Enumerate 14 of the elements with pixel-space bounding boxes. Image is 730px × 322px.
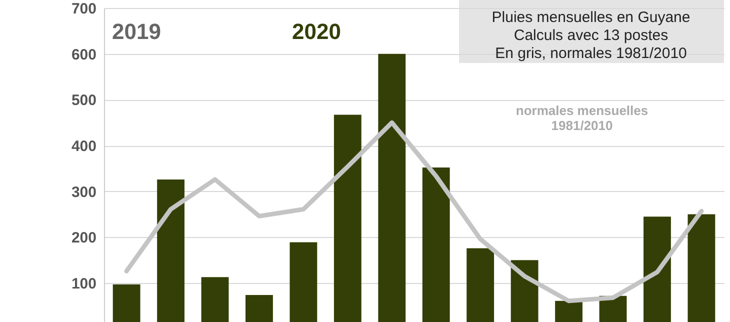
annotation: 2019 bbox=[112, 19, 161, 44]
chart-title: Pluies mensuelles en Guyane bbox=[492, 9, 690, 26]
y-tick-label: 500 bbox=[71, 92, 96, 110]
y-tick-label: 700 bbox=[71, 0, 96, 18]
text: normales mensuelles 1981/2010 bbox=[516, 103, 648, 133]
y-tick-label: 200 bbox=[71, 230, 96, 247]
line-series bbox=[124, 120, 704, 304]
annotation: 2020 bbox=[292, 19, 341, 44]
y-tick-label: 100 bbox=[71, 276, 96, 293]
annotation: En gris, normales 1981/2010 bbox=[495, 45, 687, 62]
text: Calculs avec 13 postes bbox=[514, 27, 668, 44]
y-tick-label: 300 bbox=[71, 184, 96, 201]
y-tick-label: 400 bbox=[71, 138, 96, 156]
y-tick-label: 600 bbox=[71, 46, 96, 64]
